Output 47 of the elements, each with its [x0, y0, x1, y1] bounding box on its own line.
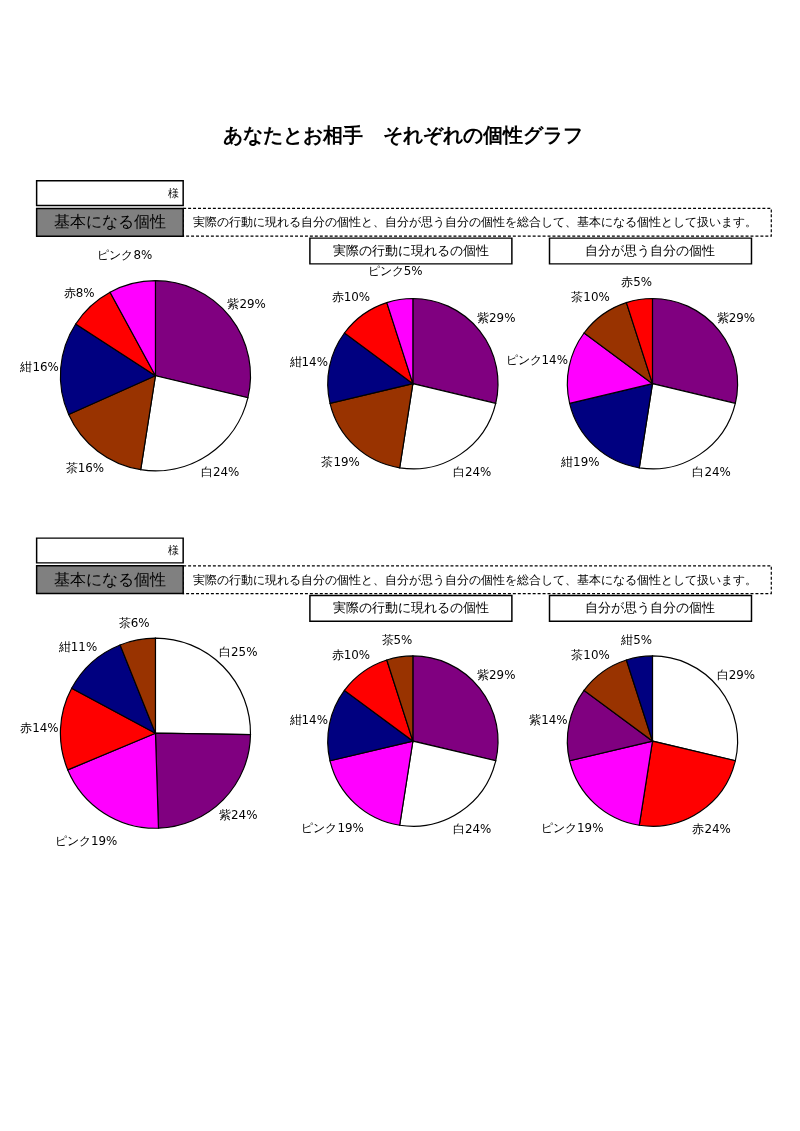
- slice-label: ピンク5%: [367, 263, 423, 278]
- slice-label: 茶10%: [571, 647, 610, 662]
- slice-label: ピンク8%: [97, 248, 153, 263]
- slice-label: 白24%: [452, 464, 492, 479]
- slice-label: 紫29%: [227, 296, 266, 311]
- slice-label: 白24%: [692, 464, 731, 479]
- slice-label: 紫29%: [477, 668, 516, 683]
- slice-label: 赤14%: [20, 720, 59, 735]
- slice-label: 赤5%: [621, 275, 653, 290]
- chart-title: 自分が思う自分の個性: [585, 600, 716, 616]
- chart-title: 基本になる個性: [53, 569, 166, 589]
- slice-label: 紺16%: [19, 359, 59, 374]
- slice-label: ピンク14%: [505, 352, 568, 367]
- slice-label: 茶10%: [571, 290, 610, 305]
- slice-label: 紺19%: [560, 454, 600, 469]
- chart-title: 実際の行動に現れるの個性: [332, 242, 489, 258]
- text: あなたとお相手 それぞれの個性グラフ: [222, 124, 583, 148]
- slice-label: 白29%: [716, 668, 756, 683]
- slice-label: 茶16%: [65, 460, 105, 475]
- slice-label: 紺5%: [620, 632, 653, 647]
- slice-label: 紺14%: [288, 355, 328, 370]
- slice-label: 紫24%: [219, 807, 258, 822]
- slice-label: 赤10%: [331, 647, 371, 662]
- slice-label: 赤24%: [692, 822, 731, 837]
- slice-label: 白24%: [452, 822, 492, 837]
- chart-title: 実際の行動に現れるの個性: [332, 600, 489, 616]
- slice-label: 紺14%: [288, 712, 328, 727]
- slice-label: 茶6%: [118, 615, 150, 630]
- slice-label: ピンク19%: [541, 820, 604, 835]
- chart-title: 基本になる個性: [53, 212, 166, 232]
- slice-label: 茶19%: [321, 454, 360, 469]
- slice-label: 紺11%: [57, 639, 98, 654]
- text: 様: [168, 186, 180, 200]
- slice-label: 白25%: [219, 644, 258, 659]
- text: 様: [168, 543, 180, 557]
- slice-label: 紫14%: [529, 712, 568, 727]
- slice-label: 茶5%: [381, 632, 413, 647]
- slice-label: ピンク19%: [55, 833, 118, 848]
- text: 実際の行動に現れる自分の個性と、自分が思う自分の個性を総合して、基本になる個性として扱います。: [193, 215, 758, 230]
- slice-label: ピンク19%: [301, 820, 364, 835]
- slice-label: 白24%: [200, 465, 240, 480]
- chart-title: 自分が思う自分の個性: [585, 242, 716, 258]
- slice-label: 赤10%: [331, 290, 371, 305]
- slice-label: 紫29%: [716, 310, 756, 325]
- slice-label: 紫29%: [477, 310, 516, 325]
- slice-label: 赤8%: [63, 286, 95, 301]
- text: 実際の行動に現れる自分の個性と、自分が思う自分の個性を総合して、基本になる個性として扱います。: [193, 572, 758, 587]
